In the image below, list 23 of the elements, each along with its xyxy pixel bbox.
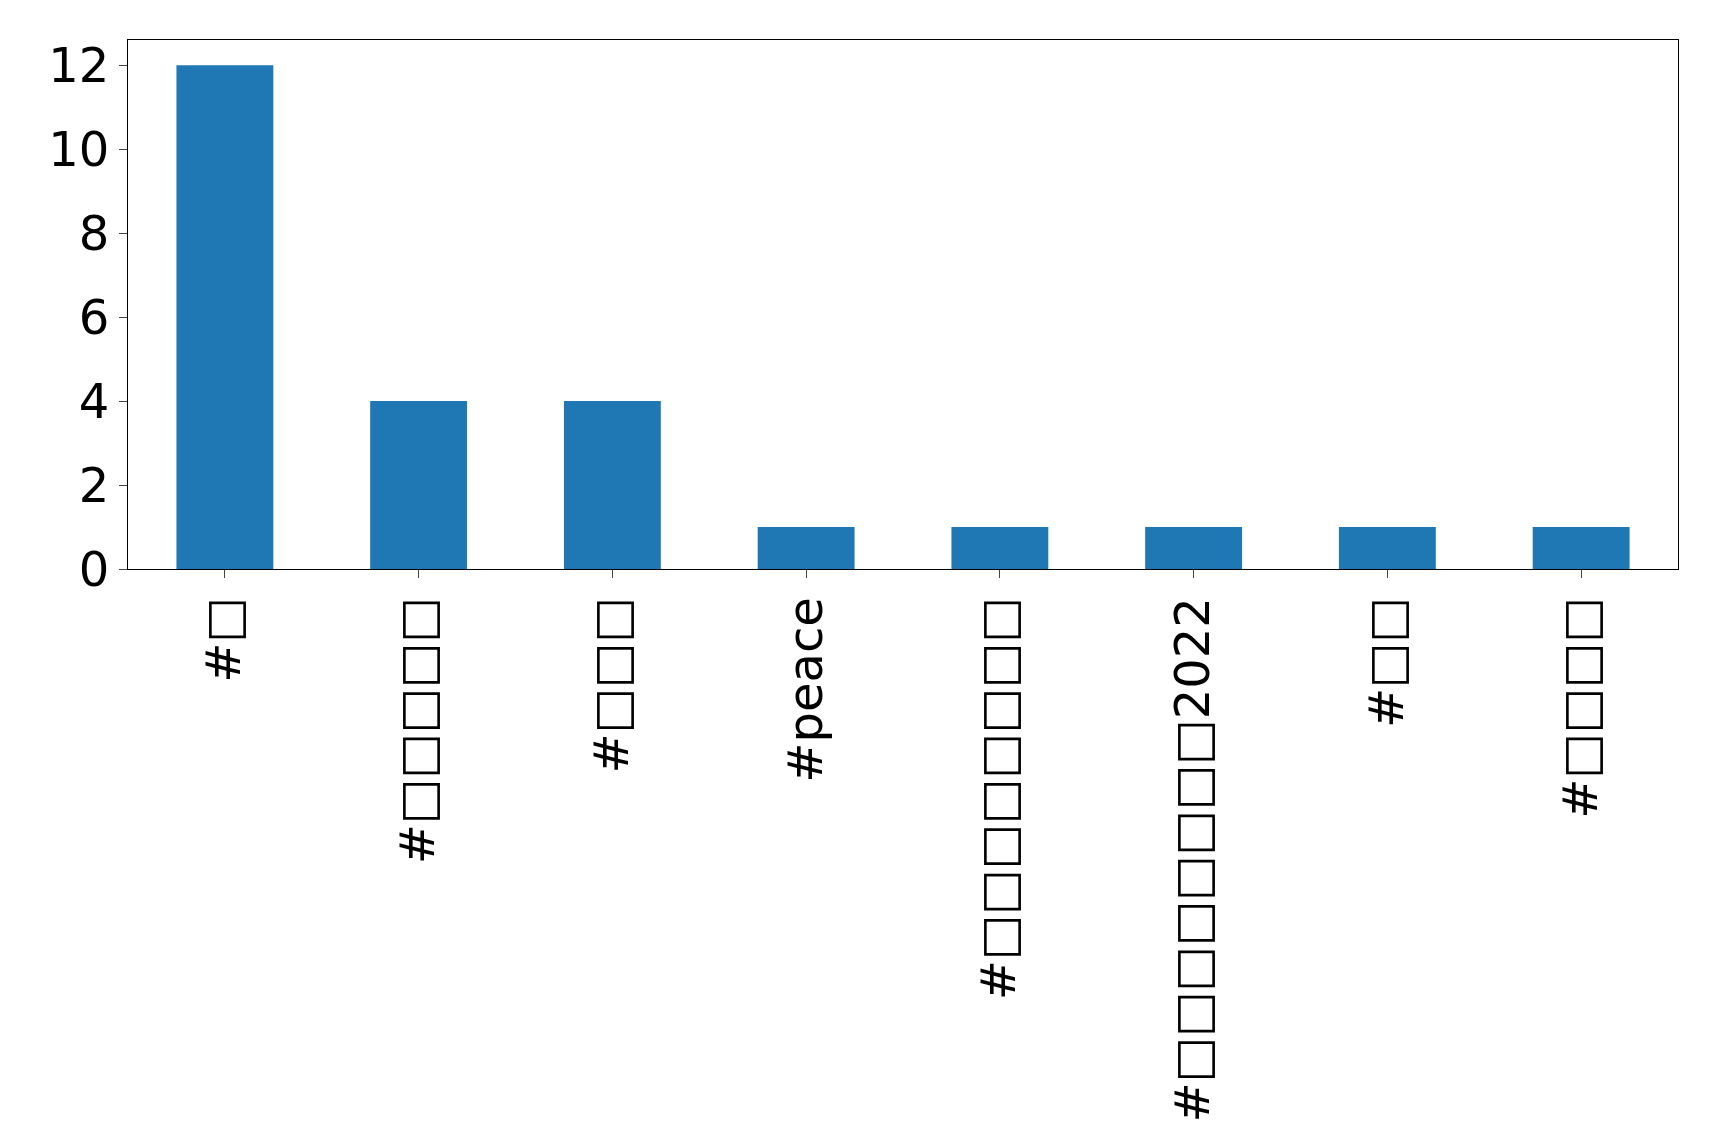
x-tick-label: #□□□□□ (389, 597, 446, 865)
bar (1338, 527, 1436, 569)
bar (176, 65, 274, 569)
y-tick-label: 8 (78, 204, 110, 261)
y-tick-label: 12 (48, 36, 110, 93)
x-tick-label: #□□□ (582, 597, 639, 774)
bar (757, 527, 855, 569)
x-tick-label: #□ (195, 597, 252, 683)
y-tick-label: 2 (78, 456, 110, 513)
bar (1145, 527, 1243, 569)
y-tick-label: 10 (48, 120, 110, 177)
y-tick-label: 6 (78, 288, 110, 345)
x-tick-label: #□□ (1357, 597, 1414, 729)
x-tick-label: #peace (776, 597, 833, 783)
bar (1532, 527, 1630, 569)
x-tick-label: #□□□□□□□□ (970, 597, 1027, 1001)
bar (563, 401, 661, 569)
bar (370, 401, 468, 569)
bar (951, 527, 1049, 569)
x-tick-label: #□□□□ (1551, 597, 1608, 819)
y-tick-label: 0 (78, 540, 110, 597)
x-tick-label: #□□□□□□□□2022 (1164, 597, 1221, 1123)
y-tick-label: 4 (78, 372, 110, 429)
